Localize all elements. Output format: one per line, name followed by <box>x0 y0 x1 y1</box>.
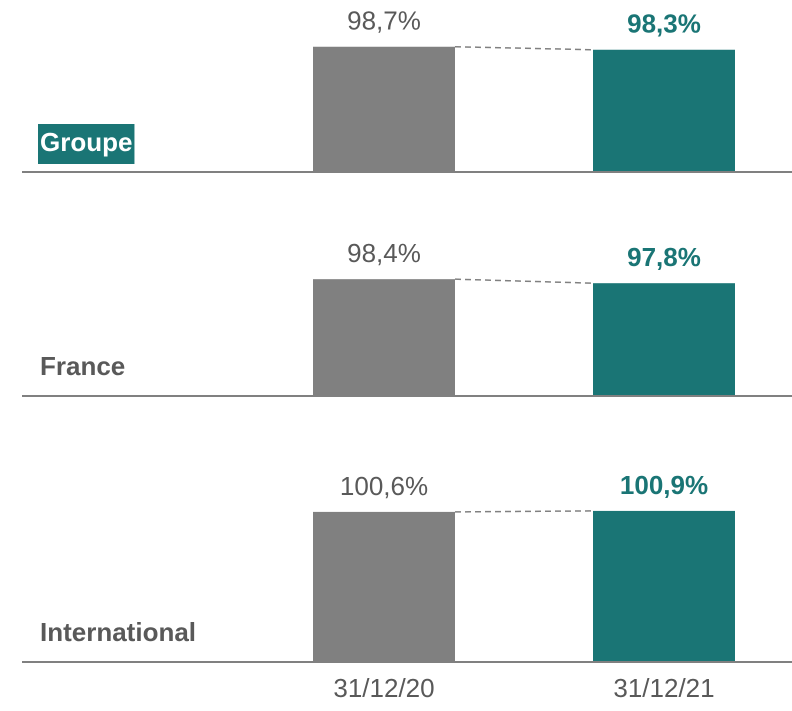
bar <box>313 279 455 396</box>
connector <box>454 46 594 51</box>
panel-title: Groupe <box>40 127 132 157</box>
bar <box>313 46 455 172</box>
bar <box>593 510 735 662</box>
value-label: 98,7% <box>347 6 421 36</box>
value-label: 97,8% <box>627 242 701 272</box>
value-label: 98,4% <box>347 238 421 268</box>
connector <box>454 278 594 284</box>
bar <box>313 511 455 662</box>
x-tick-label: 31/12/20 <box>333 673 434 703</box>
bar <box>593 49 735 172</box>
value-label: 100,9% <box>620 470 708 500</box>
title-highlight <box>38 124 135 164</box>
connector <box>454 510 594 513</box>
bar <box>593 283 735 396</box>
panel-title: France <box>40 351 125 381</box>
value-label: 100,6% <box>340 471 428 501</box>
value-label: 98,3% <box>627 9 701 39</box>
x-tick-label: 31/12/21 <box>613 673 714 703</box>
panel-title: International <box>40 617 196 647</box>
